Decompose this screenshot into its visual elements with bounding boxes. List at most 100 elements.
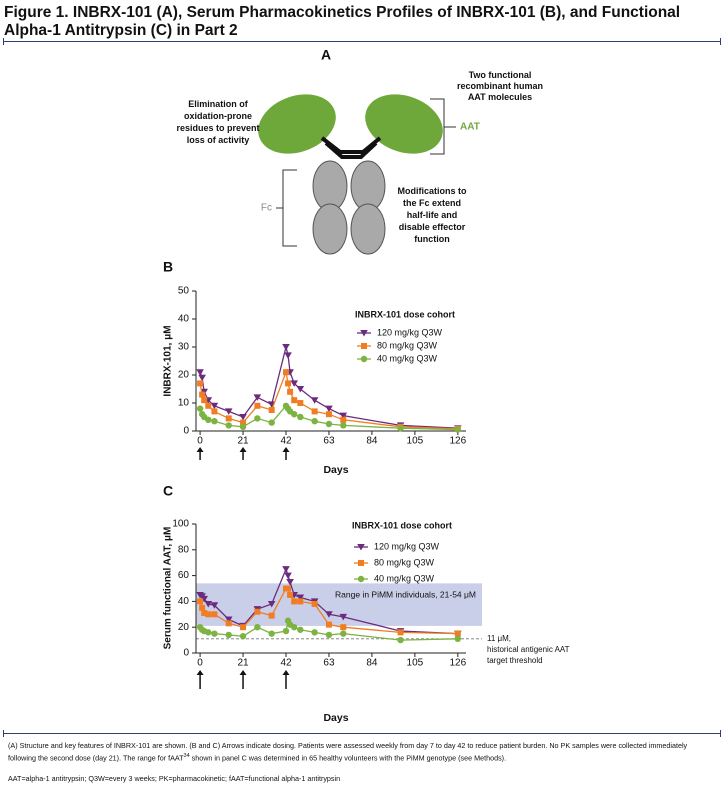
- y-tick-label: 40: [178, 596, 190, 607]
- text-line: historical antigenic AAT: [487, 645, 570, 654]
- marker: [284, 352, 292, 359]
- marker: [254, 624, 261, 631]
- text-line: half-life and: [407, 210, 458, 220]
- marker: [239, 633, 247, 640]
- marker: [340, 630, 347, 637]
- abbreviations: AAT=alpha-1 antitrypsin; Q3W=every 3 wee…: [8, 774, 341, 783]
- marker: [287, 591, 294, 598]
- marker: [205, 416, 212, 423]
- legend-title: INBRX-101 dose cohort: [355, 309, 455, 319]
- text-line: disable effector: [399, 222, 466, 232]
- marker: [290, 411, 298, 418]
- marker: [267, 401, 276, 408]
- marker: [267, 600, 276, 608]
- legend-label: 120 mg/kg Q3W: [374, 541, 440, 551]
- text-line: function: [414, 234, 450, 244]
- marker: [201, 610, 208, 617]
- marker: [311, 408, 318, 415]
- arrow-head: [196, 447, 204, 452]
- y-tick-label: 40: [178, 314, 190, 325]
- dose-arrow: [239, 670, 247, 689]
- marker: [340, 416, 347, 423]
- footnote: (A) Structure and key features of INBRX-…: [8, 741, 713, 763]
- y-tick-label: 30: [178, 342, 190, 353]
- marker: [283, 369, 289, 376]
- panel-letter: B: [163, 259, 173, 275]
- marker: [224, 616, 233, 623]
- marker: [211, 408, 218, 415]
- threshold-label: 11 μM, historical antigenic AAT target thr…: [487, 634, 570, 665]
- dose-arrow: [239, 447, 247, 460]
- footnote-ref: 34: [183, 753, 190, 759]
- marker: [397, 629, 404, 636]
- text-line: AAT molecules: [468, 92, 532, 102]
- x-tick-label: 42: [280, 436, 292, 447]
- marker: [284, 572, 292, 580]
- x-tick-label: 63: [323, 436, 335, 447]
- text-line: Two functional: [469, 70, 532, 80]
- y-tick-label: 50: [178, 286, 190, 297]
- legend-label: 80 mg/kg Q3W: [374, 557, 435, 567]
- marker: [225, 422, 232, 429]
- figure-title: Figure 1. INBRX-101 (A), Serum Pharmacok…: [4, 4, 681, 39]
- marker: [199, 391, 206, 398]
- marker: [397, 425, 404, 432]
- marker: [239, 423, 247, 430]
- marker: [204, 600, 213, 608]
- x-tick-label: 84: [366, 436, 378, 447]
- marker: [290, 380, 298, 387]
- marker: [285, 585, 292, 592]
- x-tick-label: 0: [197, 658, 203, 669]
- marker: [254, 415, 261, 422]
- fc-domain: [350, 203, 386, 255]
- y-tick-label: 60: [178, 570, 190, 581]
- marker: [224, 408, 233, 415]
- divider: [3, 38, 721, 45]
- legend-marker: [360, 355, 368, 363]
- marker: [297, 626, 304, 633]
- x-tick-label: 105: [407, 436, 424, 447]
- marker: [311, 629, 318, 636]
- marker: [211, 418, 218, 425]
- marker: [296, 386, 305, 393]
- marker: [287, 388, 294, 395]
- marker: [311, 600, 318, 607]
- marker: [296, 594, 305, 602]
- fc-label: Fc: [261, 203, 272, 214]
- marker: [239, 414, 247, 421]
- marker: [254, 402, 261, 409]
- marker: [197, 598, 204, 605]
- marker: [325, 611, 333, 618]
- y-tick-label: 20: [178, 370, 190, 381]
- marker: [240, 624, 247, 631]
- dose-arrow: [196, 447, 204, 460]
- dose-arrow: [282, 447, 290, 460]
- marker: [290, 624, 298, 631]
- marker: [225, 631, 232, 639]
- band-label: Range in PiMM individuals, 21-54 μM: [335, 590, 476, 600]
- text-line: oxidation-prone: [184, 111, 252, 121]
- marker: [210, 402, 219, 410]
- arrow-head: [239, 670, 247, 675]
- y-tick-label: 0: [183, 426, 189, 437]
- marker: [310, 397, 319, 404]
- reference-band: [196, 583, 482, 626]
- footnote-text: (A) Structure and key features of INBRX-…: [8, 741, 688, 763]
- marker: [291, 397, 298, 404]
- divider: [3, 730, 721, 737]
- marker: [205, 402, 212, 409]
- y-axis-label: INBRX-101, μM: [163, 325, 174, 396]
- series-line: [199, 369, 458, 430]
- aat-bracket: [430, 98, 456, 155]
- x-tick-label: 126: [449, 658, 466, 669]
- fc-bracket: [276, 169, 297, 247]
- marker: [240, 419, 247, 426]
- marker: [325, 621, 332, 628]
- legend-marker: [357, 544, 365, 551]
- marker: [285, 380, 292, 387]
- marker: [210, 602, 219, 609]
- x-axis-label: Days: [323, 464, 348, 476]
- marker: [196, 405, 204, 412]
- marker: [211, 630, 218, 637]
